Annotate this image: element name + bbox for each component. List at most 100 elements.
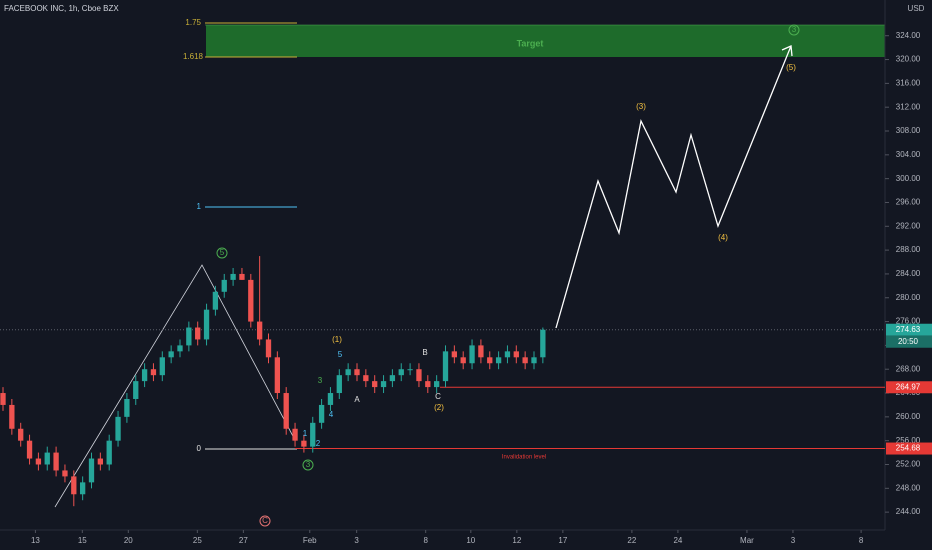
level-label: 254.68 <box>896 444 921 453</box>
y-tick-label: 276.00 <box>896 317 921 326</box>
candle-body <box>53 452 59 471</box>
candle-body <box>363 375 369 382</box>
wave-circle <box>216 247 228 259</box>
candle-body <box>407 369 413 371</box>
candle-body <box>504 351 511 358</box>
x-tick-label: 3 <box>791 536 796 545</box>
x-tick-label: 13 <box>31 536 40 545</box>
level-label-bg <box>886 381 932 394</box>
annotation: (4) <box>718 233 728 242</box>
level-label: 264.97 <box>896 382 921 391</box>
candle-body <box>71 476 77 495</box>
candle-body <box>522 357 528 364</box>
candle-body <box>168 351 174 358</box>
candle-body <box>469 345 475 364</box>
candle-body <box>292 428 298 441</box>
y-tick-label: 312.00 <box>896 102 921 111</box>
x-tick-label: 12 <box>512 536 521 545</box>
annotation: (3) <box>636 102 646 111</box>
chart-title: FACEBOOK INC, 1h, Cboe BZX <box>4 4 119 13</box>
annotation: (2) <box>434 403 444 412</box>
candle-body <box>106 440 112 465</box>
annotation: C <box>435 392 441 401</box>
x-tick-label: 27 <box>239 536 248 545</box>
candle-body <box>531 357 537 364</box>
annotation: (5) <box>786 63 796 72</box>
y-tick-label: 248.00 <box>896 483 921 492</box>
x-tick-label: 15 <box>78 536 87 545</box>
candle-body <box>230 273 236 280</box>
candle-body <box>159 357 165 376</box>
target-zone <box>206 25 885 57</box>
currency-label: USD <box>908 4 925 13</box>
annotation: 5 <box>220 248 225 257</box>
candle-body <box>283 393 289 429</box>
candle-body <box>35 458 42 465</box>
candle-body <box>336 375 342 394</box>
annotation: A <box>354 395 360 404</box>
candle-body <box>495 357 502 364</box>
candle-body <box>301 440 307 447</box>
candle-body <box>354 369 360 376</box>
candle-body <box>88 458 95 483</box>
candle-body <box>44 452 50 465</box>
candle-body <box>186 327 192 346</box>
x-tick-label: 25 <box>193 536 202 545</box>
projection-arrow <box>781 45 793 57</box>
y-tick-label: 252.00 <box>896 460 921 469</box>
annotation: 0 <box>197 444 202 453</box>
y-tick-label: 304.00 <box>896 150 921 159</box>
candle-body <box>256 321 263 340</box>
candle-body <box>372 381 378 388</box>
candle-body <box>345 369 351 376</box>
candle-body <box>513 351 519 358</box>
last-price-label-bg <box>886 323 932 336</box>
x-tick-label: 10 <box>466 536 475 545</box>
x-tick-label: 8 <box>423 536 428 545</box>
x-tick-label: Feb <box>303 536 317 545</box>
y-tick-label: 300.00 <box>896 174 921 183</box>
y-tick-label: 260.00 <box>896 412 921 421</box>
candle-body <box>478 345 484 358</box>
y-tick-label: 296.00 <box>896 198 921 207</box>
candle-body <box>442 351 449 382</box>
y-tick-label: 280.00 <box>896 293 921 302</box>
y-tick-label: 292.00 <box>896 221 921 230</box>
x-tick-label: 8 <box>859 536 864 545</box>
candle-body <box>18 428 24 441</box>
y-tick-label: 256.00 <box>896 436 921 445</box>
annotation: (1) <box>332 335 342 344</box>
candle-body <box>416 369 422 382</box>
y-tick-label: 324.00 <box>896 31 921 40</box>
candle-body <box>141 369 148 382</box>
candle-body <box>265 339 272 358</box>
x-tick-label: Mar <box>740 536 754 545</box>
candle-body <box>195 327 201 340</box>
candle-body <box>62 470 68 477</box>
y-tick-label: 244.00 <box>896 507 921 516</box>
candle-body <box>380 381 387 388</box>
candle-body <box>318 404 325 423</box>
y-tick-label: 308.00 <box>896 126 921 135</box>
annotation: 1.618 <box>183 52 204 61</box>
x-tick-label: 20 <box>124 536 133 545</box>
wave-circle <box>302 459 314 471</box>
candle-body <box>115 416 121 441</box>
x-tick-label: 24 <box>673 536 682 545</box>
annotation: 1 <box>303 429 308 438</box>
candle-body <box>26 440 33 459</box>
candle-body <box>97 458 104 465</box>
candle-body <box>327 393 334 405</box>
annotation: 1.75 <box>185 18 201 27</box>
annotation: 4 <box>329 410 334 419</box>
candle-body <box>248 279 254 322</box>
candle-body <box>212 291 219 310</box>
candle-body <box>451 351 458 358</box>
candle-body <box>203 309 210 340</box>
countdown-label-bg <box>886 335 932 348</box>
candle-body <box>487 357 493 364</box>
wave-circle <box>788 24 800 36</box>
annotation: Invalidation level <box>502 455 546 461</box>
candle-body <box>239 273 245 280</box>
